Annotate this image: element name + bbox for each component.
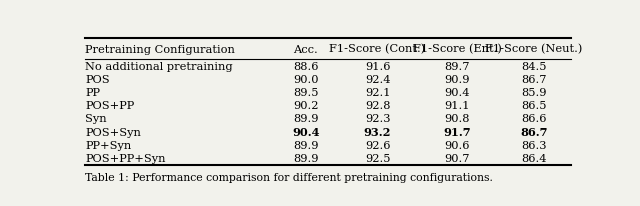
Text: 89.9: 89.9 — [293, 140, 319, 150]
Text: 84.5: 84.5 — [521, 61, 547, 71]
Text: F1-Score (Ent.): F1-Score (Ent.) — [413, 44, 501, 54]
Text: 92.4: 92.4 — [365, 74, 390, 84]
Text: 86.4: 86.4 — [521, 153, 547, 163]
Text: 91.1: 91.1 — [444, 101, 470, 111]
Text: Acc.: Acc. — [293, 44, 318, 54]
Text: 86.7: 86.7 — [521, 74, 547, 84]
Text: 89.5: 89.5 — [293, 88, 319, 97]
Text: Pretraining Configuration: Pretraining Configuration — [85, 44, 235, 54]
Text: 91.7: 91.7 — [443, 126, 471, 137]
Text: 90.7: 90.7 — [444, 153, 470, 163]
Text: 86.5: 86.5 — [521, 101, 547, 111]
Text: Table 1: Performance comparison for different pretraining configurations.: Table 1: Performance comparison for diff… — [85, 172, 493, 182]
Text: 89.9: 89.9 — [293, 114, 319, 124]
Text: 88.6: 88.6 — [293, 61, 319, 71]
Text: 86.6: 86.6 — [521, 114, 547, 124]
Text: PP: PP — [85, 88, 100, 97]
Text: 93.2: 93.2 — [364, 126, 391, 137]
Text: POS+PP+Syn: POS+PP+Syn — [85, 153, 166, 163]
Text: 85.9: 85.9 — [521, 88, 547, 97]
Text: POS+Syn: POS+Syn — [85, 127, 141, 137]
Text: F1-Score (Cont.): F1-Score (Cont.) — [330, 44, 426, 54]
Text: 90.8: 90.8 — [444, 114, 470, 124]
Text: 89.9: 89.9 — [293, 153, 319, 163]
Text: 92.3: 92.3 — [365, 114, 390, 124]
Text: 92.6: 92.6 — [365, 140, 390, 150]
Text: 90.6: 90.6 — [444, 140, 470, 150]
Text: 90.2: 90.2 — [293, 101, 319, 111]
Text: 89.7: 89.7 — [444, 61, 470, 71]
Text: 92.8: 92.8 — [365, 101, 390, 111]
Text: 92.5: 92.5 — [365, 153, 390, 163]
Text: 91.6: 91.6 — [365, 61, 390, 71]
Text: 90.4: 90.4 — [444, 88, 470, 97]
Text: 92.1: 92.1 — [365, 88, 390, 97]
Text: No additional pretraining: No additional pretraining — [85, 61, 232, 71]
Text: 86.3: 86.3 — [521, 140, 547, 150]
Text: 90.4: 90.4 — [292, 126, 319, 137]
Text: PP+Syn: PP+Syn — [85, 140, 131, 150]
Text: POS+PP: POS+PP — [85, 101, 134, 111]
Text: 90.9: 90.9 — [444, 74, 470, 84]
Text: 86.7: 86.7 — [520, 126, 548, 137]
Text: 90.0: 90.0 — [293, 74, 319, 84]
Text: POS: POS — [85, 74, 109, 84]
Text: F1-Score (Neut.): F1-Score (Neut.) — [485, 44, 582, 54]
Text: Syn: Syn — [85, 114, 107, 124]
